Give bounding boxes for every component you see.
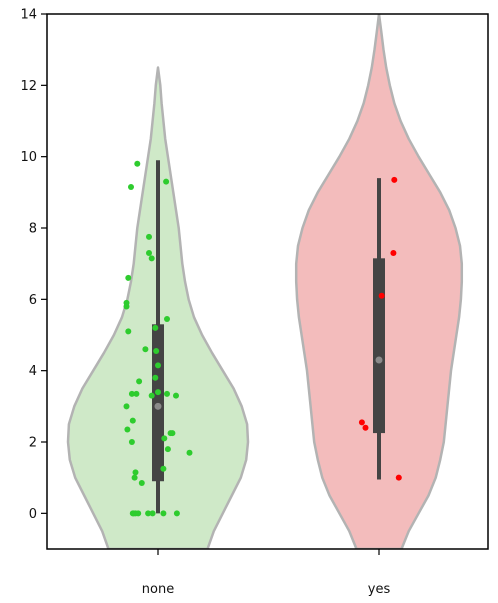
data-point-none-4	[146, 249, 152, 256]
data-point-none-14	[155, 362, 161, 369]
data-point-yes-4	[362, 424, 369, 431]
data-point-none-27	[169, 430, 176, 437]
data-point-none-18	[128, 390, 135, 397]
x-tick-label-none: none	[142, 582, 174, 597]
data-point-none-21	[173, 392, 179, 399]
data-point-yes-0	[391, 176, 398, 183]
data-point-none-22	[148, 392, 155, 399]
data-point-yes-5	[395, 474, 402, 481]
data-point-none-9	[164, 315, 170, 322]
data-point-none-28	[161, 435, 168, 442]
y-tick-label-12: 12	[20, 79, 37, 94]
data-point-none-29	[128, 439, 135, 445]
data-point-none-15	[152, 374, 159, 381]
data-point-none-8	[123, 303, 130, 310]
x-tick-label-yes: yes	[368, 582, 391, 597]
data-point-none-12	[153, 348, 160, 355]
data-point-none-1	[128, 183, 134, 190]
data-point-none-41	[149, 510, 156, 517]
data-point-none-11	[125, 328, 132, 335]
data-point-none-25	[124, 426, 131, 433]
data-point-none-16	[136, 378, 143, 385]
data-point-none-39	[135, 510, 142, 517]
y-tick-label-2: 2	[29, 436, 37, 451]
data-point-none-43	[173, 510, 180, 517]
data-point-none-20	[164, 390, 170, 397]
data-point-yes-3	[358, 419, 365, 426]
iqr-box-yes	[373, 258, 385, 434]
data-point-none-33	[132, 469, 139, 476]
data-point-none-0	[134, 160, 141, 167]
data-point-none-24	[129, 417, 136, 424]
data-point-none-19	[133, 390, 140, 397]
y-tick-label-8: 8	[29, 222, 37, 237]
data-point-none-40	[145, 510, 152, 517]
y-tick-label-10: 10	[20, 150, 37, 165]
data-point-none-3	[146, 233, 152, 240]
y-tick-label-6: 6	[29, 293, 37, 308]
violin-group-none	[66, 66, 250, 549]
data-point-none-31	[186, 449, 193, 456]
data-point-none-42	[160, 510, 167, 517]
y-tick-label-0: 0	[29, 507, 37, 522]
y-tick-label-14: 14	[20, 8, 37, 23]
data-point-none-2	[163, 178, 170, 185]
data-point-none-13	[142, 346, 149, 353]
data-point-none-10	[152, 324, 159, 331]
data-point-none-34	[131, 474, 138, 481]
axes-frame	[46, 13, 489, 550]
data-point-yes-1	[390, 249, 397, 256]
data-point-none-32	[160, 465, 167, 472]
iqr-box-none	[152, 324, 164, 482]
violin-group-yes	[294, 14, 464, 549]
y-tick-label-4: 4	[29, 364, 37, 379]
data-point-none-17	[155, 389, 161, 396]
median-point-yes	[375, 356, 383, 364]
median-point-none	[154, 402, 162, 410]
data-point-none-23	[123, 403, 130, 410]
data-point-yes-2	[378, 292, 385, 299]
data-point-none-30	[164, 446, 171, 453]
data-point-none-6	[125, 274, 132, 281]
plot-area	[66, 14, 464, 549]
data-point-none-5	[148, 255, 155, 262]
data-point-none-35	[138, 480, 145, 487]
